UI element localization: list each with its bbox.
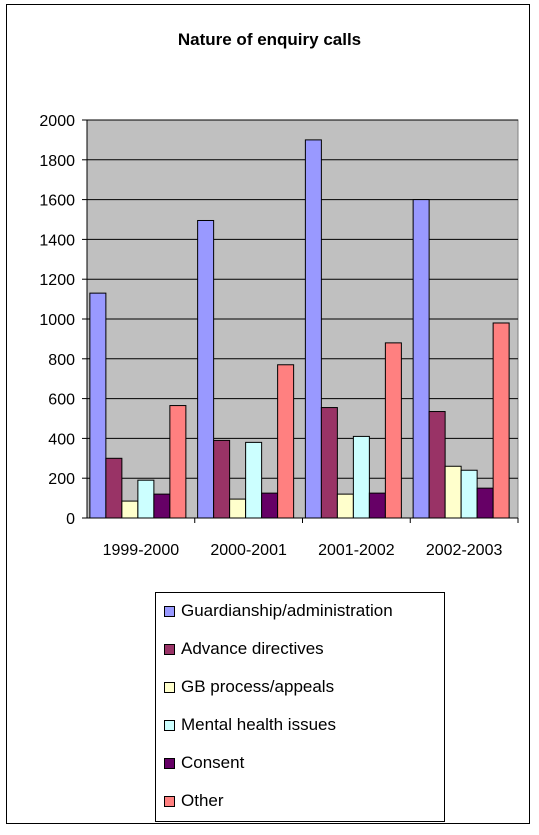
legend-swatch	[164, 681, 175, 693]
legend-label: Advance directives	[181, 639, 324, 658]
bar	[412, 199, 430, 519]
bar	[460, 469, 478, 519]
legend-swatch	[164, 605, 175, 617]
x-tick-label: 2001-2002	[318, 542, 395, 559]
legend: Guardianship/administration Advance direc…	[155, 592, 445, 822]
y-tick-label: 2000	[39, 113, 75, 130]
bar	[336, 493, 354, 519]
bar	[197, 219, 215, 519]
bar	[368, 492, 386, 519]
chart-title: Nature of enquiry calls	[177, 30, 362, 49]
bar	[384, 342, 402, 519]
legend-item: Consent	[164, 751, 244, 775]
legend-label: Other	[181, 791, 224, 810]
legend-label: GB process/appeals	[181, 677, 335, 696]
legend-item: Advance directives	[164, 637, 324, 661]
bar	[89, 292, 107, 519]
bar	[444, 465, 462, 519]
legend-item: Guardianship/administration	[164, 599, 393, 623]
bar	[153, 493, 171, 519]
legend-label: Mental health issues	[181, 715, 336, 734]
bar	[105, 457, 123, 519]
bar	[137, 479, 155, 519]
y-tick-label: 0	[66, 511, 75, 528]
bar	[320, 407, 338, 519]
y-tick-label: 1200	[39, 272, 75, 289]
y-tick-label: 1400	[39, 232, 75, 249]
bar	[428, 411, 446, 519]
y-tick-label: 1600	[39, 193, 75, 210]
bar	[169, 405, 187, 519]
bar	[229, 498, 247, 519]
y-tick-label: 800	[48, 352, 75, 369]
x-tick-label: 2002-2003	[426, 542, 503, 559]
legend-item: Other	[164, 789, 224, 813]
legend-label: Consent	[181, 753, 245, 772]
legend-label: Guardianship/administration	[181, 601, 393, 620]
bar	[277, 364, 295, 519]
bar	[476, 487, 494, 519]
bar	[213, 439, 231, 519]
legend-swatch	[164, 643, 175, 655]
x-tick-label: 2000-2001	[210, 542, 287, 559]
bar	[121, 500, 139, 519]
legend-item: Mental health issues	[164, 713, 336, 737]
y-tick-label: 600	[48, 392, 75, 409]
bar	[304, 139, 322, 519]
legend-item: GB process/appeals	[164, 675, 334, 699]
plot-area: 0 200 400 600 800 1000 1200 1400 1600 1800 2000 199…	[39, 113, 519, 559]
bar	[352, 435, 370, 519]
y-tick-label: 400	[48, 431, 75, 448]
bar	[245, 441, 263, 519]
bar	[492, 322, 510, 519]
legend-swatch	[164, 757, 175, 769]
y-tick-label: 1800	[39, 153, 75, 170]
x-tick-label: 1999-2000	[103, 542, 180, 559]
y-tick-label: 200	[48, 471, 75, 488]
bar	[261, 492, 279, 519]
y-tick-label: 1000	[39, 312, 75, 329]
legend-swatch	[164, 795, 175, 807]
legend-swatch	[164, 719, 175, 731]
